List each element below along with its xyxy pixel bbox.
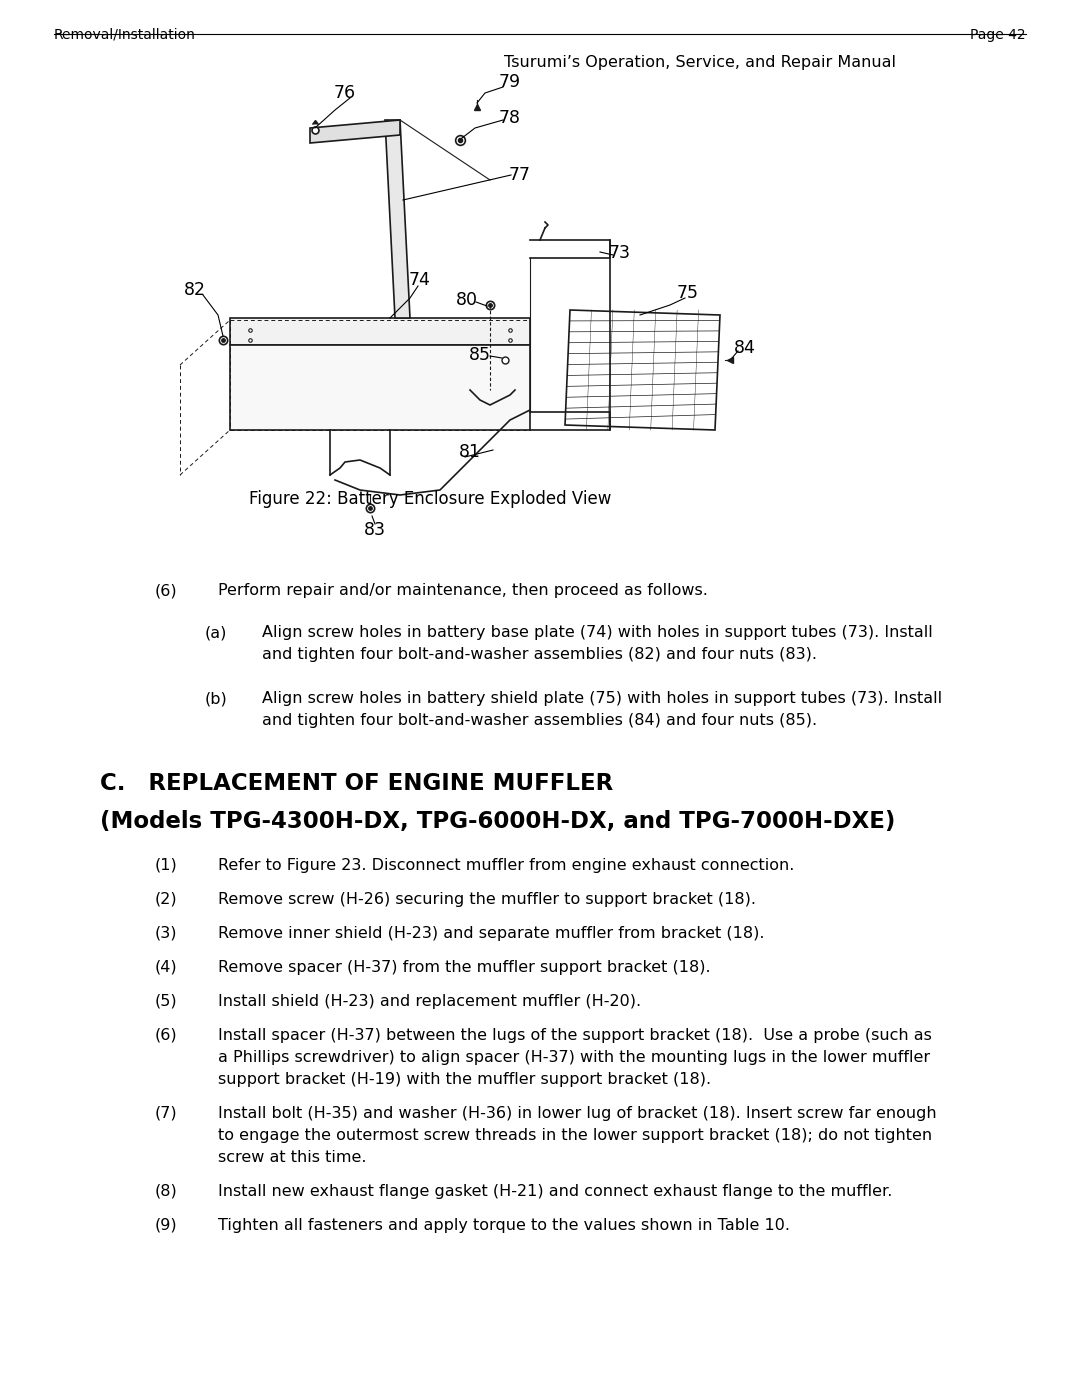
Text: Remove inner shield (H-23) and separate muffler from bracket (18).: Remove inner shield (H-23) and separate …	[218, 926, 765, 942]
Text: (1): (1)	[156, 858, 178, 873]
Text: Perform repair and/or maintenance, then proceed as follows.: Perform repair and/or maintenance, then …	[218, 583, 707, 598]
Text: (b): (b)	[205, 692, 228, 705]
Text: Install bolt (H-35) and washer (H-36) in lower lug of bracket (18). Insert screw: Install bolt (H-35) and washer (H-36) in…	[218, 1106, 936, 1120]
Text: Install spacer (H-37) between the lugs of the support bracket (18).  Use a probe: Install spacer (H-37) between the lugs o…	[218, 1028, 932, 1044]
Text: Remove spacer (H-37) from the muffler support bracket (18).: Remove spacer (H-37) from the muffler su…	[218, 960, 711, 975]
Text: 83: 83	[364, 521, 386, 539]
Text: and tighten four bolt-and-washer assemblies (84) and four nuts (85).: and tighten four bolt-and-washer assembl…	[262, 712, 818, 728]
Text: (a): (a)	[205, 624, 228, 640]
Text: to engage the outermost screw threads in the lower support bracket (18); do not : to engage the outermost screw threads in…	[218, 1127, 932, 1143]
Text: Install shield (H-23) and replacement muffler (H-20).: Install shield (H-23) and replacement mu…	[218, 995, 642, 1009]
Text: 80: 80	[456, 291, 478, 309]
Text: Figure 22: Battery Enclosure Exploded View: Figure 22: Battery Enclosure Exploded Vi…	[248, 490, 611, 509]
Text: C. REPLACEMENT OF ENGINE MUFFLER: C. REPLACEMENT OF ENGINE MUFFLER	[100, 773, 613, 795]
Text: and tighten four bolt-and-washer assemblies (82) and four nuts (83).: and tighten four bolt-and-washer assembl…	[262, 647, 816, 662]
Text: (2): (2)	[156, 893, 177, 907]
Polygon shape	[384, 120, 410, 319]
Text: Tsurumi’s Operation, Service, and Repair Manual: Tsurumi’s Operation, Service, and Repair…	[504, 54, 896, 70]
Text: Tighten all fasteners and apply torque to the values shown in Table 10.: Tighten all fasteners and apply torque t…	[218, 1218, 789, 1234]
Text: a Phillips screwdriver) to align spacer (H-37) with the mounting lugs in the low: a Phillips screwdriver) to align spacer …	[218, 1051, 930, 1065]
Text: Remove screw (H-26) securing the muffler to support bracket (18).: Remove screw (H-26) securing the muffler…	[218, 893, 756, 907]
Text: 81: 81	[459, 443, 481, 461]
Text: 84: 84	[734, 339, 756, 358]
Text: Align screw holes in battery base plate (74) with holes in support tubes (73). I: Align screw holes in battery base plate …	[262, 624, 933, 640]
Text: (7): (7)	[156, 1106, 177, 1120]
Text: 77: 77	[509, 166, 531, 184]
Text: (3): (3)	[156, 926, 177, 942]
Text: (5): (5)	[156, 995, 177, 1009]
Text: 79: 79	[499, 73, 521, 91]
Polygon shape	[230, 345, 530, 430]
Text: (6): (6)	[156, 1028, 177, 1044]
Text: Removal/Installation: Removal/Installation	[54, 28, 195, 42]
Text: 74: 74	[409, 271, 431, 289]
Text: 73: 73	[609, 244, 631, 263]
Text: Align screw holes in battery shield plate (75) with holes in support tubes (73).: Align screw holes in battery shield plat…	[262, 692, 942, 705]
Text: (8): (8)	[156, 1185, 178, 1199]
Text: (6): (6)	[156, 583, 177, 598]
Text: (Models TPG-4300H-DX, TPG-6000H-DX, and TPG-7000H-DXE): (Models TPG-4300H-DX, TPG-6000H-DX, and …	[100, 810, 895, 833]
Polygon shape	[230, 319, 530, 345]
Text: 85: 85	[469, 346, 491, 365]
Polygon shape	[565, 310, 720, 430]
Text: Refer to Figure 23. Disconnect muffler from engine exhaust connection.: Refer to Figure 23. Disconnect muffler f…	[218, 858, 795, 873]
Polygon shape	[310, 120, 400, 142]
Text: 82: 82	[184, 281, 206, 299]
Text: (4): (4)	[156, 960, 177, 975]
Text: 78: 78	[499, 109, 521, 127]
Text: support bracket (H-19) with the muffler support bracket (18).: support bracket (H-19) with the muffler …	[218, 1071, 711, 1087]
Text: (9): (9)	[156, 1218, 177, 1234]
Text: Install new exhaust flange gasket (H-21) and connect exhaust flange to the muffl: Install new exhaust flange gasket (H-21)…	[218, 1185, 892, 1199]
Text: screw at this time.: screw at this time.	[218, 1150, 366, 1165]
Text: 76: 76	[334, 84, 356, 102]
Text: 75: 75	[677, 284, 699, 302]
Text: Page 42: Page 42	[970, 28, 1026, 42]
